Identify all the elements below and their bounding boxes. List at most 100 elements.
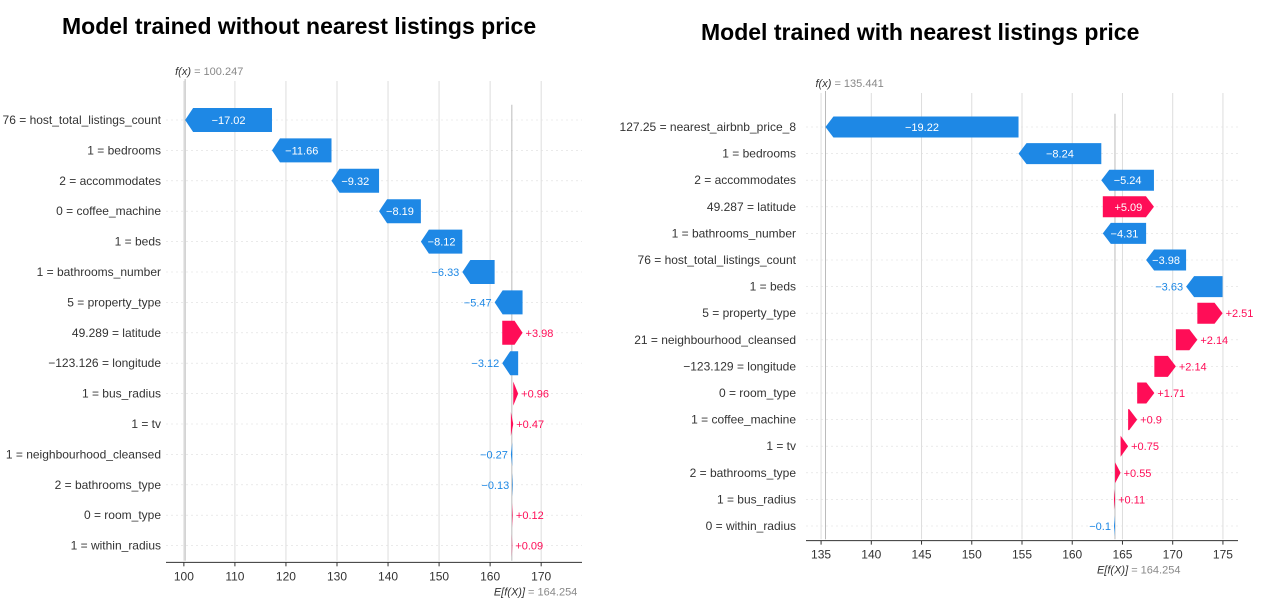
fx-symbol: f(x) <box>175 66 191 78</box>
waterfall-bar-4 <box>1102 222 1147 244</box>
waterfall-bar-13 <box>512 503 513 528</box>
value-label-12: +0.75 <box>1131 441 1159 453</box>
value-label-1: −8.24 <box>1046 149 1074 161</box>
x-tick-label-6: 165 <box>1112 548 1132 562</box>
x-tick-label-0: 100 <box>174 569 194 583</box>
value-label-1: −11.66 <box>285 145 318 157</box>
value-label-0: −17.02 <box>212 115 246 127</box>
waterfall-bar-2 <box>1101 169 1154 191</box>
value-label-14: +0.11 <box>1118 494 1145 506</box>
x-tick-label-4: 140 <box>378 569 398 583</box>
feature-label-0: 127.25 = nearest_airbnb_price_8 <box>620 120 797 134</box>
feature-label-11: 1 = coffee_machine <box>691 413 796 427</box>
value-label-3: +5.09 <box>1114 202 1142 214</box>
x-tick-label-0: 135 <box>811 548 831 562</box>
value-label-6: −5.47 <box>464 297 492 309</box>
feature-label-13: 0 = room_type <box>84 508 161 522</box>
waterfall-chart-left: f(x) = 100.247 76 = host_total_listings_c… <box>3 66 582 598</box>
value-label-5: −6.33 <box>431 267 459 279</box>
feature-label-9: −123.129 = longitude <box>683 359 796 373</box>
value-label-5: −3.98 <box>1152 255 1180 267</box>
value-label-7: +3.98 <box>526 328 554 340</box>
value-label-11: −0.27 <box>480 449 508 461</box>
waterfall-bar-5 <box>462 260 495 284</box>
value-label-6: −3.63 <box>1155 282 1183 294</box>
x-tick-label-5: 150 <box>429 569 449 583</box>
waterfall-bar-11 <box>510 442 513 467</box>
feature-label-3: 0 = coffee_machine <box>56 204 161 218</box>
fx-symbol: f(x) <box>816 78 832 90</box>
waterfall-bar-0 <box>825 116 1019 138</box>
fx-value: = 100.247 <box>191 66 243 78</box>
x-tick-label-5: 160 <box>1062 548 1082 562</box>
x-tick-label-1: 140 <box>861 548 881 562</box>
feature-label-10: 1 = tv <box>131 417 161 431</box>
feature-label-5: 1 = bathrooms_number <box>37 265 161 279</box>
waterfall-bar-10 <box>1137 382 1155 404</box>
x-tick-label-7: 170 <box>531 569 551 583</box>
base-value-value: = 164.254 <box>1128 565 1180 577</box>
waterfall-bar-4 <box>420 229 463 254</box>
value-label-13: +0.12 <box>516 510 544 522</box>
feature-label-14: 1 = bus_radius <box>717 492 796 506</box>
feature-label-6: 1 = beds <box>750 280 796 294</box>
base-value-symbol: E[f(X)] <box>494 586 526 598</box>
x-tick-label-7: 170 <box>1163 548 1183 562</box>
waterfall-bar-12 <box>512 472 513 497</box>
feature-label-15: 0 = within_radius <box>706 519 796 533</box>
waterfall-bar-9 <box>513 381 519 406</box>
value-label-15: −0.1 <box>1089 521 1111 533</box>
x-tick-label-8: 175 <box>1213 548 1233 562</box>
waterfall-bar-0 <box>185 108 272 132</box>
feature-label-1: 1 = bedrooms <box>87 143 161 157</box>
fx-value: = 135.441 <box>831 78 883 90</box>
value-label-4: −4.31 <box>1111 228 1139 240</box>
value-label-9: +0.96 <box>521 389 549 401</box>
waterfall-bar-2 <box>331 168 380 193</box>
waterfall-bar-8 <box>502 351 519 376</box>
feature-label-5: 76 = host_total_listings_count <box>638 253 797 267</box>
waterfall-bar-15 <box>1113 515 1115 537</box>
value-label-11: +0.9 <box>1140 415 1162 427</box>
waterfall-bar-8 <box>1175 329 1198 351</box>
waterfall-bar-7 <box>1197 302 1223 324</box>
value-label-0: −19.22 <box>905 122 939 134</box>
x-tick-label-6: 160 <box>480 569 500 583</box>
feature-label-8: 21 = neighbourhood_cleansed <box>634 333 796 347</box>
value-label-3: −8.19 <box>386 206 414 218</box>
waterfall-bar-14 <box>1113 488 1116 510</box>
fx-label: f(x) = 100.247 <box>175 66 243 78</box>
feature-label-10: 0 = room_type <box>719 386 796 400</box>
value-label-9: +2.14 <box>1179 361 1207 373</box>
feature-label-1: 1 = bedrooms <box>722 147 796 161</box>
feature-label-11: 1 = neighbourhood_cleansed <box>6 447 161 461</box>
feature-label-13: 2 = bathrooms_type <box>690 466 797 480</box>
waterfall-bar-3 <box>1102 196 1154 218</box>
feature-label-7: 49.289 = latitude <box>72 326 161 340</box>
waterfall-bar-12 <box>1120 435 1129 457</box>
value-label-4: −8.12 <box>428 237 456 249</box>
base-value-label: E[f(X)] = 164.254 <box>494 586 577 598</box>
value-label-10: +0.47 <box>516 419 544 431</box>
x-tick-label-3: 150 <box>962 548 982 562</box>
value-label-2: −9.32 <box>341 176 369 188</box>
value-label-12: −0.13 <box>481 480 509 492</box>
feature-label-12: 2 = bathrooms_type <box>55 478 162 492</box>
x-tick-label-4: 155 <box>1012 548 1032 562</box>
chart-title-right: Model trained with nearest listings pric… <box>701 19 1140 45</box>
base-value-symbol: E[f(X)] <box>1097 565 1129 577</box>
value-label-7: +2.51 <box>1226 308 1254 320</box>
waterfall-bar-1 <box>271 138 332 163</box>
waterfall-bar-13 <box>1115 462 1121 484</box>
x-tick-label-1: 110 <box>225 569 244 583</box>
value-label-8: +2.14 <box>1200 335 1228 347</box>
feature-label-2: 2 = accommodates <box>694 173 796 187</box>
waterfall-bar-3 <box>379 199 421 224</box>
feature-label-6: 5 = property_type <box>67 295 161 309</box>
feature-label-14: 1 = within_radius <box>71 539 161 553</box>
x-tick-label-3: 130 <box>327 569 347 583</box>
waterfall-bar-10 <box>510 412 514 436</box>
value-label-13: +0.55 <box>1124 468 1152 480</box>
feature-label-3: 49.287 = latitude <box>707 200 796 214</box>
